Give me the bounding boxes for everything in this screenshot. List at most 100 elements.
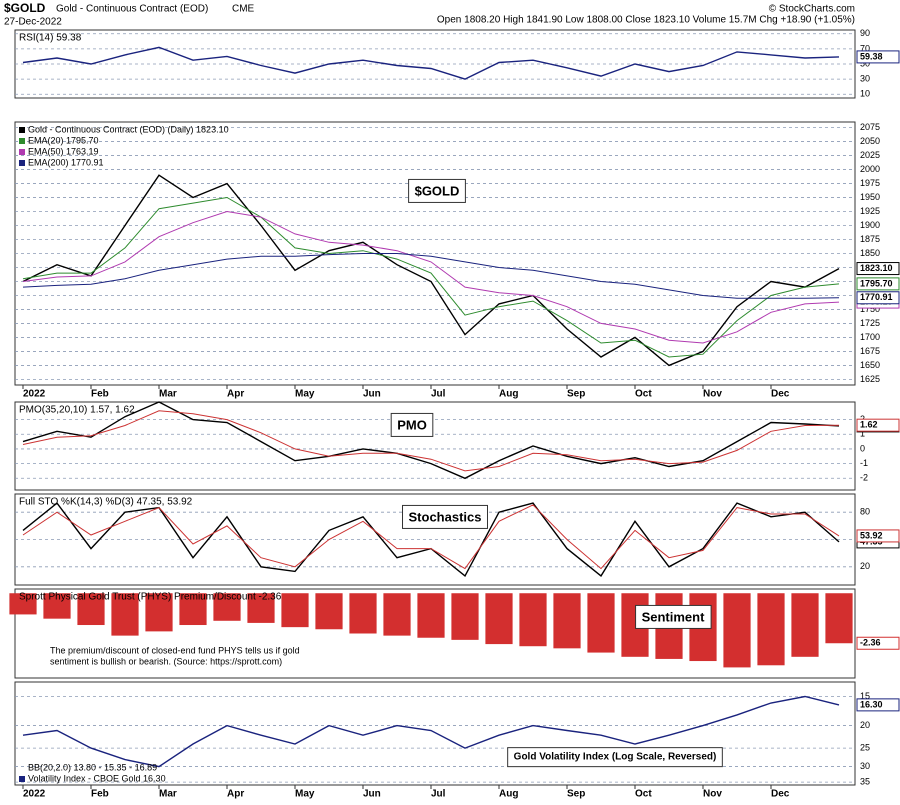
y-tick-label: 1700 (860, 332, 880, 342)
bar (553, 593, 581, 649)
legend-entry: Volatility Index - CBOE Gold 16.30 (28, 773, 166, 783)
y-tick-label: 1950 (860, 192, 880, 202)
exchange: CME (232, 4, 255, 15)
panel-frame (14, 681, 856, 786)
x-tick-label: Sep (567, 389, 585, 400)
last-value-label: 53.92 (860, 530, 883, 540)
legend-entry: Gold - Continuous Contract (EOD) (Daily)… (28, 124, 229, 134)
annotation-box (390, 412, 434, 437)
symbol: $GOLD (4, 1, 46, 15)
y-tick-label: 2000 (860, 164, 880, 174)
x-tick-label: Jul (431, 789, 446, 800)
bar (213, 593, 241, 621)
x-tick-label: Jul (431, 389, 446, 400)
y-tick-label: 1750 (860, 304, 880, 314)
y-tick-label: 1625 (860, 374, 880, 384)
annotation: Stochastics (409, 509, 482, 524)
series-line (22, 504, 840, 570)
series-line (22, 695, 840, 768)
y-tick-label: 1675 (860, 346, 880, 356)
annotation: PMO (397, 417, 427, 432)
series-line (22, 174, 840, 367)
y-tick-label: 2050 (860, 136, 880, 146)
x-tick-label: Mar (159, 789, 177, 800)
legend-swatch (19, 776, 25, 782)
bar (519, 593, 547, 647)
last-value-tag (856, 277, 900, 291)
note-line: sentiment is bullish or bearish. (Source… (50, 656, 282, 666)
x-tick-label: Sep (567, 789, 585, 800)
y-tick-label: 20 (860, 720, 870, 730)
y-tick-label: 1 (860, 429, 865, 439)
last-value-label: 16.30 (860, 699, 883, 709)
legend-entry: EMA(20) 1795.70 (28, 135, 99, 145)
annotation-box (408, 178, 466, 203)
legend-swatch (19, 160, 25, 166)
annotation-box (635, 604, 712, 629)
last-value-label: 1.62 (860, 420, 878, 430)
series-line (22, 253, 840, 299)
panel-frame (14, 401, 856, 491)
series-line (22, 401, 840, 480)
legend-swatch (19, 149, 25, 155)
last-value-tag (856, 50, 900, 64)
x-tick-label: Nov (703, 389, 722, 400)
annotation-box (507, 747, 723, 768)
bar (825, 593, 853, 644)
y-tick-label: 2025 (860, 150, 880, 160)
bar (451, 593, 479, 640)
bar (485, 593, 513, 645)
series-line (22, 410, 840, 472)
bar (281, 593, 309, 628)
last-value-label: 59.38 (860, 51, 883, 61)
x-tick-label: Nov (703, 789, 722, 800)
y-tick-label: 2075 (860, 122, 880, 132)
bar (349, 593, 377, 634)
last-value-label: -2.36 (860, 638, 881, 648)
x-tick-label: Oct (635, 389, 652, 400)
y-tick-label: 30 (860, 761, 870, 771)
bar (757, 593, 785, 666)
instrument-name: Gold - Continuous Contract (EOD) (56, 4, 208, 15)
x-tick-label: 2022 (23, 389, 46, 400)
y-tick-label: 70 (860, 43, 870, 53)
legend-entry: EMA(200) 1770.91 (28, 157, 104, 167)
bar (247, 593, 275, 623)
y-tick-label: 1650 (860, 360, 880, 370)
y-tick-label: 10 (860, 89, 870, 99)
series-line (22, 46, 840, 80)
x-tick-label: Aug (499, 389, 518, 400)
x-tick-label: 2022 (23, 789, 46, 800)
bar (43, 593, 71, 619)
x-tick-label: Mar (159, 389, 177, 400)
y-tick-label: 1725 (860, 318, 880, 328)
x-tick-label: May (295, 789, 315, 800)
legend-entry: EMA(50) 1763.19 (28, 146, 99, 156)
last-value-tag (856, 529, 900, 543)
bar (417, 593, 445, 638)
panel-title: PMO(35,20,10) 1.57, 1.62 (19, 405, 135, 416)
x-tick-label: Aug (499, 789, 518, 800)
x-tick-label: Apr (227, 789, 244, 800)
series-line (22, 196, 840, 358)
last-value-label: 1770.91 (860, 292, 893, 302)
bar (145, 593, 173, 632)
last-value-tag (856, 291, 900, 305)
annotation: $GOLD (415, 183, 460, 198)
y-tick-label: 80 (860, 507, 870, 517)
y-tick-label: 30 (860, 73, 870, 83)
x-tick-label: May (295, 389, 315, 400)
last-value-label: 1795.70 (860, 278, 893, 288)
quote: Open 1808.20 High 1841.90 Low 1808.00 Cl… (437, 15, 855, 26)
y-tick-label: 1875 (860, 234, 880, 244)
bar (111, 593, 139, 636)
legend-swatch (19, 138, 25, 144)
bar (791, 593, 819, 657)
x-tick-label: Feb (91, 789, 109, 800)
last-value-tag (856, 262, 900, 276)
y-tick-label: -2 (860, 473, 868, 483)
date: 27-Dec-2022 (4, 17, 62, 28)
y-tick-label: 20 (860, 561, 870, 571)
annotation-box (402, 504, 488, 529)
